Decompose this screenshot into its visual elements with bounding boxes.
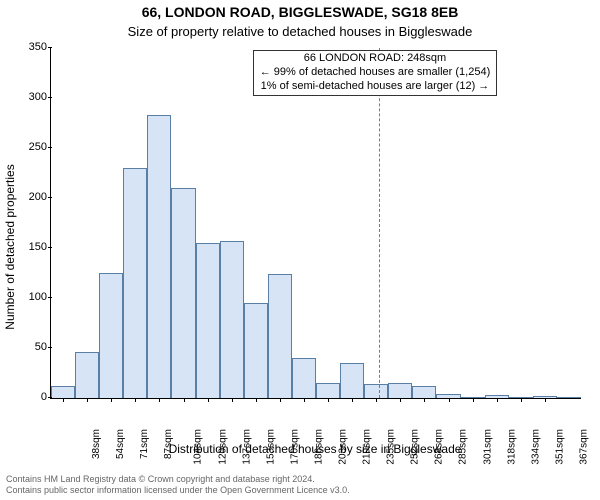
y-tick: 100: [15, 291, 47, 303]
histogram-bar: [340, 363, 364, 398]
x-tick-mark: [424, 398, 425, 402]
y-tick: 350: [15, 41, 47, 53]
histogram-bar: [268, 274, 292, 398]
histogram-bar: [388, 383, 412, 398]
x-tick-mark: [159, 398, 160, 402]
histogram-bars: [51, 48, 581, 398]
histogram-bar: [412, 386, 436, 398]
x-tick: 367sqm: [578, 429, 589, 465]
x-tick-mark: [328, 398, 329, 402]
footer-attribution: Contains HM Land Registry data © Crown c…: [6, 474, 350, 496]
x-tick-mark: [184, 398, 185, 402]
y-tick: 150: [15, 241, 47, 253]
histogram-bar: [51, 386, 75, 398]
plot-area: 66 LONDON ROAD: 248sqm ← 99% of detached…: [50, 48, 581, 399]
x-tick-mark: [87, 398, 88, 402]
x-tick-mark: [111, 398, 112, 402]
x-tick-mark: [545, 398, 546, 402]
histogram-bar: [364, 384, 388, 398]
histogram-bar: [123, 168, 147, 398]
x-tick-mark: [304, 398, 305, 402]
x-tick-mark: [497, 398, 498, 402]
histogram-bar: [171, 188, 195, 398]
y-tick: 300: [15, 91, 47, 103]
annotation-line3: 1% of semi-detached houses are larger (1…: [260, 80, 491, 94]
x-axis-label: Distribution of detached houses by size …: [50, 442, 580, 456]
subject-property-marker: [379, 48, 380, 398]
y-tick: 250: [15, 141, 47, 153]
histogram-bar: [196, 243, 220, 398]
histogram-bar: [244, 303, 268, 398]
histogram-bar: [75, 352, 99, 398]
annotation-line2: ← 99% of detached houses are smaller (1,…: [260, 66, 491, 80]
histogram-bar: [292, 358, 316, 398]
x-tick-mark: [376, 398, 377, 402]
x-tick-mark: [135, 398, 136, 402]
x-tick-mark: [208, 398, 209, 402]
footer-line2: Contains public sector information licen…: [6, 485, 350, 496]
histogram-bar: [557, 397, 581, 398]
x-tick-mark: [473, 398, 474, 402]
histogram-bar: [220, 241, 244, 398]
x-tick-mark: [352, 398, 353, 402]
y-tick: 200: [15, 191, 47, 203]
footer-line1: Contains HM Land Registry data © Crown c…: [6, 474, 350, 485]
histogram-bar: [99, 273, 123, 398]
property-size-histogram: 66, LONDON ROAD, BIGGLESWADE, SG18 8EB S…: [0, 0, 600, 500]
x-tick-mark: [63, 398, 64, 402]
chart-title-line1: 66, LONDON ROAD, BIGGLESWADE, SG18 8EB: [0, 4, 600, 20]
annotation-line1: 66 LONDON ROAD: 248sqm: [260, 52, 491, 66]
histogram-bar: [316, 383, 340, 398]
histogram-bar: [147, 115, 171, 398]
chart-title-line2: Size of property relative to detached ho…: [0, 24, 600, 39]
x-tick-mark: [400, 398, 401, 402]
x-tick-mark: [280, 398, 281, 402]
x-tick-mark: [449, 398, 450, 402]
x-tick-mark: [521, 398, 522, 402]
y-tick: 0: [15, 391, 47, 403]
x-tick-mark: [256, 398, 257, 402]
annotation-box: 66 LONDON ROAD: 248sqm ← 99% of detached…: [253, 50, 498, 96]
y-tick: 50: [15, 341, 47, 353]
x-tick-mark: [232, 398, 233, 402]
